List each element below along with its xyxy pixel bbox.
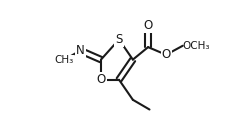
Text: O: O — [144, 19, 153, 32]
Text: O: O — [162, 48, 171, 61]
Text: CH₃: CH₃ — [54, 55, 73, 65]
Text: N: N — [76, 44, 84, 57]
Text: O: O — [96, 73, 106, 86]
Text: S: S — [115, 33, 123, 46]
Text: OCH₃: OCH₃ — [183, 41, 210, 51]
